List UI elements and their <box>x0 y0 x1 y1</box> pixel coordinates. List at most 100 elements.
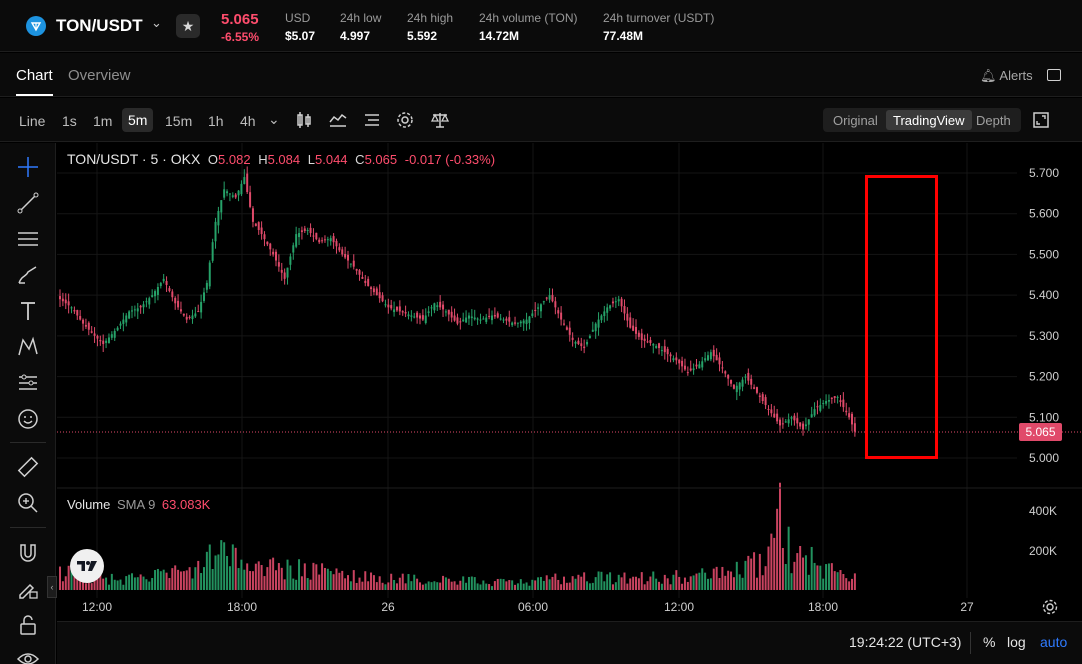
candle-body <box>139 305 142 308</box>
lock-icon[interactable] <box>16 613 40 637</box>
candle-body <box>136 308 139 312</box>
alerts-button[interactable]: 🔔︎ Alerts <box>980 68 1033 84</box>
candle-body <box>61 298 64 302</box>
timeframe-15m[interactable]: 15m <box>165 113 193 129</box>
candle-body <box>226 191 229 194</box>
settings-gear-icon[interactable] <box>395 110 415 130</box>
price-chart[interactable]: 5.700 5.600 5.500 5.400 5.300 5.200 5.100 5.000… <box>57 143 1082 621</box>
volume-bar <box>565 582 568 590</box>
volume-bar <box>709 578 712 590</box>
price-tick-label: 5.600 <box>1029 207 1059 221</box>
clock-readout[interactable]: 19:24:22 (UTC+3) <box>849 634 962 650</box>
volume-bar <box>571 576 574 590</box>
volume-bar <box>231 544 234 590</box>
candle-body <box>277 262 280 267</box>
percent-scale-button[interactable]: % <box>983 634 996 650</box>
candle-body <box>387 304 390 308</box>
volume-bar <box>312 562 315 590</box>
fullscreen-icon[interactable] <box>1031 110 1051 130</box>
volume-bar <box>476 583 479 590</box>
volume-bar <box>827 563 830 590</box>
candle-body <box>179 309 182 312</box>
volume-bar <box>462 576 465 590</box>
stat-label: 24h turnover (USDT) <box>603 11 715 25</box>
timeframe-line[interactable]: Line <box>19 113 46 129</box>
volume-bar <box>456 584 459 590</box>
log-scale-button[interactable]: log <box>1007 634 1026 650</box>
layout-list-icon[interactable] <box>362 110 382 130</box>
timeframe-1h[interactable]: 1h <box>208 113 224 129</box>
tradingview-logo-icon[interactable] <box>70 549 104 583</box>
collapse-toolbar-button[interactable]: ‹ <box>47 576 57 598</box>
volume-bar <box>416 578 419 590</box>
trend-line-icon[interactable] <box>16 191 40 215</box>
timeframe-1s[interactable]: 1s <box>62 113 77 129</box>
view-tradingview[interactable]: TradingView <box>886 110 972 130</box>
volume-bar <box>367 581 370 590</box>
stat-value: 77.48M <box>603 29 644 43</box>
magnet-icon[interactable] <box>16 541 40 565</box>
timeframe-5m[interactable]: 5m <box>122 108 154 132</box>
zoom-in-icon[interactable] <box>16 491 40 515</box>
candle-body <box>459 321 462 323</box>
candle-body <box>514 322 517 324</box>
smiley-icon[interactable] <box>16 407 40 431</box>
chevron-down-icon[interactable]: ⌄ <box>268 111 280 127</box>
timeframe-1m[interactable]: 1m <box>93 113 113 129</box>
lock-pencil-icon[interactable] <box>16 577 40 601</box>
volume-bar <box>658 581 661 590</box>
tab-chart[interactable]: Chart <box>16 67 53 96</box>
legend-low: 5.044 <box>315 152 348 167</box>
volume-bar <box>139 574 142 590</box>
candle-body <box>148 298 151 305</box>
volume-bar <box>145 579 148 590</box>
horizontal-lines-icon[interactable] <box>16 227 40 251</box>
pattern-icon[interactable] <box>16 335 40 359</box>
volume-bar <box>226 555 229 590</box>
view-original[interactable]: Original <box>833 113 878 128</box>
candle-body <box>718 357 721 365</box>
ton-logo-icon <box>26 16 46 36</box>
timeframe-4h[interactable]: 4h <box>240 113 256 129</box>
volume-bar <box>401 573 404 590</box>
volume-bar <box>352 570 355 590</box>
candle-body <box>776 413 779 422</box>
forecast-icon[interactable] <box>16 371 40 395</box>
volume-bar <box>433 581 436 590</box>
auto-scale-button[interactable]: auto <box>1040 634 1068 650</box>
scale-balance-icon[interactable] <box>430 110 450 130</box>
ruler-icon[interactable] <box>16 455 40 479</box>
drawing-toolbar: ‹ <box>0 143 57 664</box>
candle-body <box>355 268 358 271</box>
stat-value: $5.07 <box>285 29 316 43</box>
volume-bar <box>439 582 442 590</box>
favorite-star-button[interactable]: ★ <box>176 14 200 38</box>
time-tick-label: 26 <box>381 600 395 614</box>
tab-overview[interactable]: Overview <box>68 67 131 84</box>
pair-name[interactable]: TON/USDT <box>56 16 143 35</box>
candle-body <box>381 295 384 302</box>
window-icon[interactable] <box>1047 69 1061 81</box>
candle-body <box>565 327 568 330</box>
volume-bar <box>606 574 609 590</box>
brush-icon[interactable] <box>16 263 40 287</box>
candle-body <box>321 240 324 242</box>
text-icon[interactable] <box>16 299 40 323</box>
candle-body <box>502 319 505 321</box>
view-depth[interactable]: Depth <box>976 113 1011 128</box>
eye-icon[interactable] <box>16 647 40 664</box>
candle-body <box>827 399 830 402</box>
volume-bar <box>419 582 421 590</box>
candle-body <box>453 315 456 321</box>
chevron-down-icon[interactable]: ⌄ <box>151 15 162 30</box>
time-tick-label: 12:00 <box>82 600 112 614</box>
indicators-icon[interactable] <box>328 110 348 130</box>
candle-type-icon[interactable] <box>294 110 314 130</box>
candle-body <box>698 364 701 369</box>
volume-bar <box>773 537 776 590</box>
candle-body <box>833 396 836 398</box>
candle-body <box>401 311 404 313</box>
crosshair-icon[interactable] <box>16 155 40 179</box>
volume-bar <box>122 584 125 590</box>
price-tick-label: 5.500 <box>1029 247 1059 261</box>
